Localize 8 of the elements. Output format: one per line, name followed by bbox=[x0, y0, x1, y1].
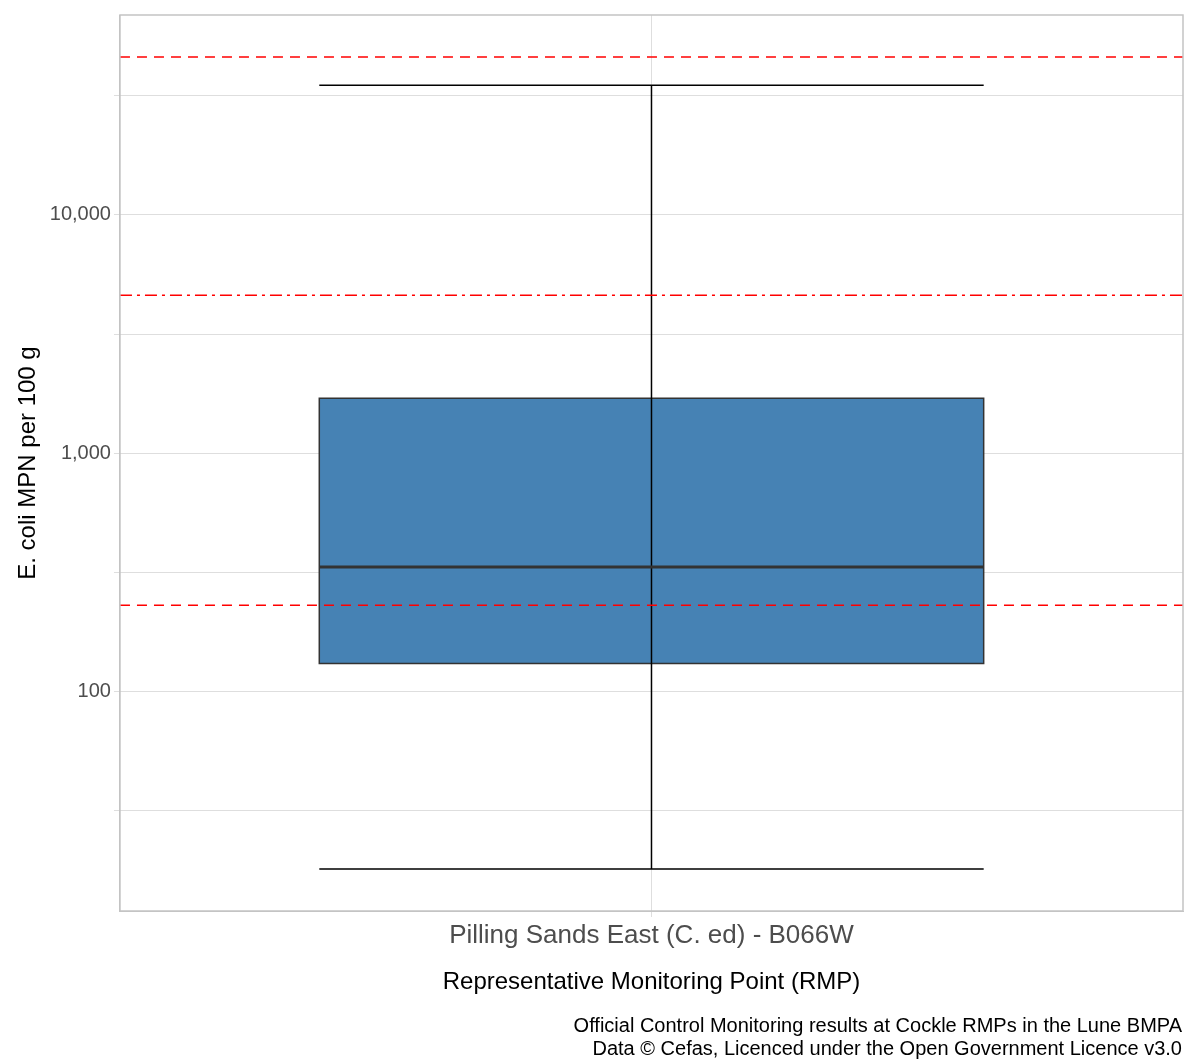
text: Official Control Monitoring results at Cockle RMPs in the Lune BMPA bbox=[573, 1013, 1183, 1036]
x-tick-label: Pilling Sands East (C. ed) - B066W bbox=[449, 918, 855, 949]
x-axis-title: Representative Monitoring Point (RMP) bbox=[442, 967, 861, 995]
y-tick-label: 10,000 bbox=[49, 202, 111, 225]
y-tick-label: 1,000 bbox=[60, 440, 111, 463]
text: Data © Cefas, Licenced under the Open Government Licence v3.0 bbox=[592, 1036, 1182, 1059]
y-axis-title: E. coli MPN per 100 g bbox=[13, 346, 41, 580]
y-tick-label: 100 bbox=[77, 679, 111, 702]
